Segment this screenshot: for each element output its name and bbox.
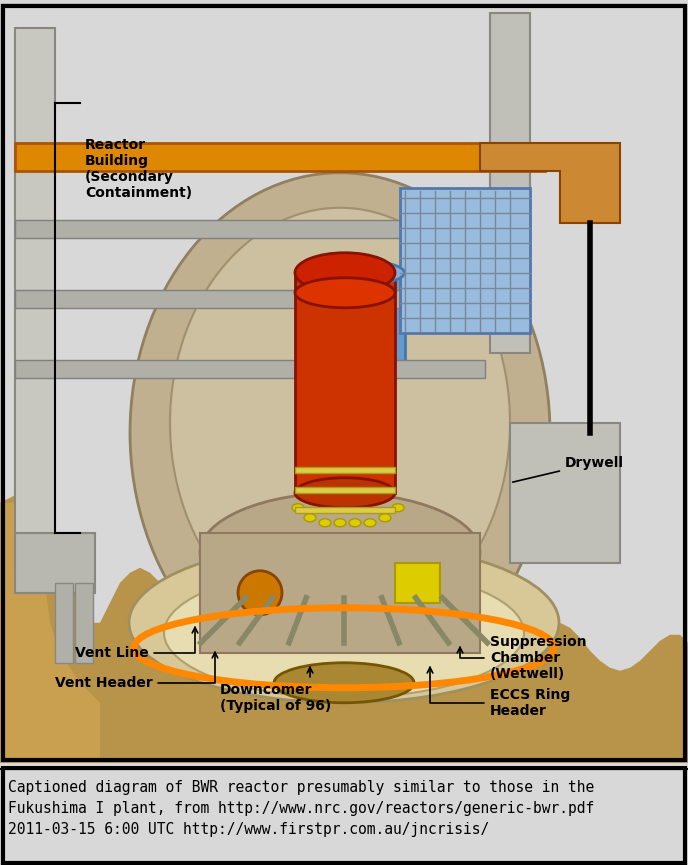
Text: Downcomer
(Typical of 96): Downcomer (Typical of 96) xyxy=(220,668,331,713)
Bar xyxy=(15,28,55,567)
Ellipse shape xyxy=(295,278,395,308)
Polygon shape xyxy=(0,483,688,763)
Text: Vent Header: Vent Header xyxy=(55,652,218,689)
Bar xyxy=(295,272,395,493)
Ellipse shape xyxy=(170,208,510,638)
Ellipse shape xyxy=(295,253,395,292)
Bar xyxy=(75,583,93,663)
Text: ECCS Ring
Header: ECCS Ring Header xyxy=(427,668,570,718)
Ellipse shape xyxy=(310,260,405,285)
Bar xyxy=(15,290,485,308)
Ellipse shape xyxy=(304,514,316,522)
Bar xyxy=(55,583,73,663)
Text: Reactor
Building
(Secondary
Containment): Reactor Building (Secondary Containment) xyxy=(85,138,192,201)
Bar xyxy=(15,220,485,238)
Bar xyxy=(295,487,395,493)
Ellipse shape xyxy=(292,503,304,512)
Polygon shape xyxy=(0,503,100,763)
Bar xyxy=(200,533,480,653)
Bar xyxy=(490,13,530,353)
Ellipse shape xyxy=(392,503,404,512)
Ellipse shape xyxy=(200,493,480,612)
Bar xyxy=(295,507,395,513)
Ellipse shape xyxy=(379,514,391,522)
Bar xyxy=(395,563,440,603)
Circle shape xyxy=(238,571,282,615)
Ellipse shape xyxy=(364,519,376,527)
Bar xyxy=(15,143,545,170)
Bar xyxy=(295,467,395,473)
Polygon shape xyxy=(480,143,620,223)
Bar xyxy=(510,423,620,563)
Text: Vent Line: Vent Line xyxy=(75,627,197,660)
Ellipse shape xyxy=(164,567,524,698)
Bar xyxy=(400,188,530,333)
Bar xyxy=(15,360,485,378)
Ellipse shape xyxy=(319,519,331,527)
Ellipse shape xyxy=(334,519,346,527)
Ellipse shape xyxy=(349,519,361,527)
Ellipse shape xyxy=(274,663,414,702)
Text: Drywell: Drywell xyxy=(513,456,624,482)
Ellipse shape xyxy=(129,542,559,702)
Text: Suppression
Chamber
(Wetwell): Suppression Chamber (Wetwell) xyxy=(458,635,587,681)
Ellipse shape xyxy=(130,173,550,693)
Bar xyxy=(310,272,405,362)
Text: Captioned diagram of BWR reactor presumably similar to those in the
Fukushima I : Captioned diagram of BWR reactor presuma… xyxy=(8,780,594,837)
Ellipse shape xyxy=(295,477,395,508)
Bar xyxy=(15,533,95,593)
